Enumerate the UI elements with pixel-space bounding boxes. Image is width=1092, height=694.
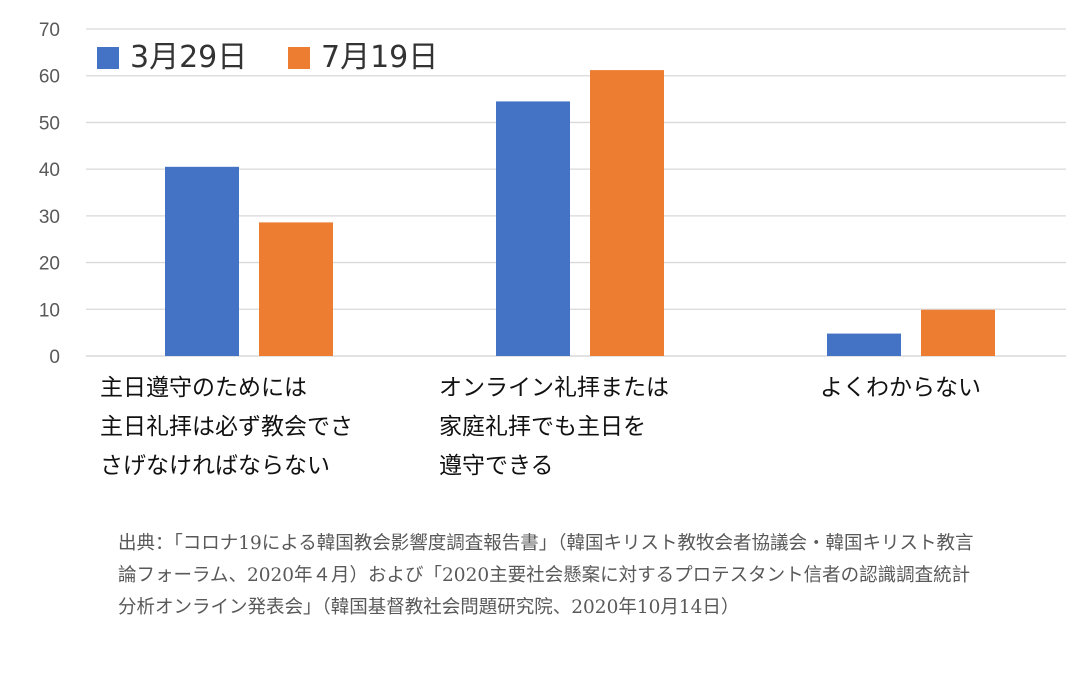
bar-series1-cat3 (827, 333, 901, 356)
y-tick-label: 40 (39, 160, 60, 181)
category-label-line: オンライン礼拝または (439, 375, 669, 401)
y-tick-label: 60 (39, 67, 60, 88)
y-tick-label: 0 (49, 347, 60, 368)
category-label-line: さげなければならない (100, 453, 330, 479)
legend-label: 3月29日 (130, 40, 247, 75)
bar-series2-cat2 (590, 70, 664, 356)
category-label-line: 家庭礼拝でも主日を (439, 414, 646, 440)
y-tick-label: 30 (39, 207, 60, 228)
legend: 3月29日 7月19日 (97, 40, 438, 75)
bar-chart: 0 10 20 30 40 50 60 70 3月29日 7月19日 (39, 20, 1066, 368)
bar-series2-cat1 (259, 222, 333, 356)
y-axis-ticks: 0 10 20 30 40 50 60 70 (39, 20, 60, 368)
category-label: オンライン礼拝または 家庭礼拝でも主日を 遵守できる (439, 369, 669, 486)
category-label-line: よくわからない (820, 375, 981, 401)
legend-swatch (97, 47, 119, 69)
y-tick-label: 20 (39, 254, 60, 275)
bars (165, 70, 995, 357)
gridlines (86, 28, 1066, 357)
category-label-line: 遵守できる (439, 453, 554, 479)
legend-swatch (288, 47, 310, 69)
y-tick-label: 10 (39, 300, 60, 321)
legend-label: 7月19日 (321, 40, 438, 75)
source-note: 出典：「コロナ19による韓国教会影響度調査報告書」（韓国キリスト教牧会者協議会・… (118, 533, 974, 618)
category-label-line: 主日遵守のためには (100, 375, 307, 401)
bar-series1-cat1 (165, 166, 239, 356)
bar-series1-cat2 (496, 101, 570, 357)
y-tick-label: 50 (39, 113, 60, 134)
category-label: よくわからない (820, 369, 981, 408)
y-tick-label: 70 (39, 20, 60, 41)
bar-series2-cat3 (921, 309, 995, 356)
category-label-line: 主日礼拝は必ず教会でさ (100, 414, 353, 440)
category-label: 主日遵守のためには主日礼拝は必ず教会でさ さげなければならない (100, 369, 353, 486)
